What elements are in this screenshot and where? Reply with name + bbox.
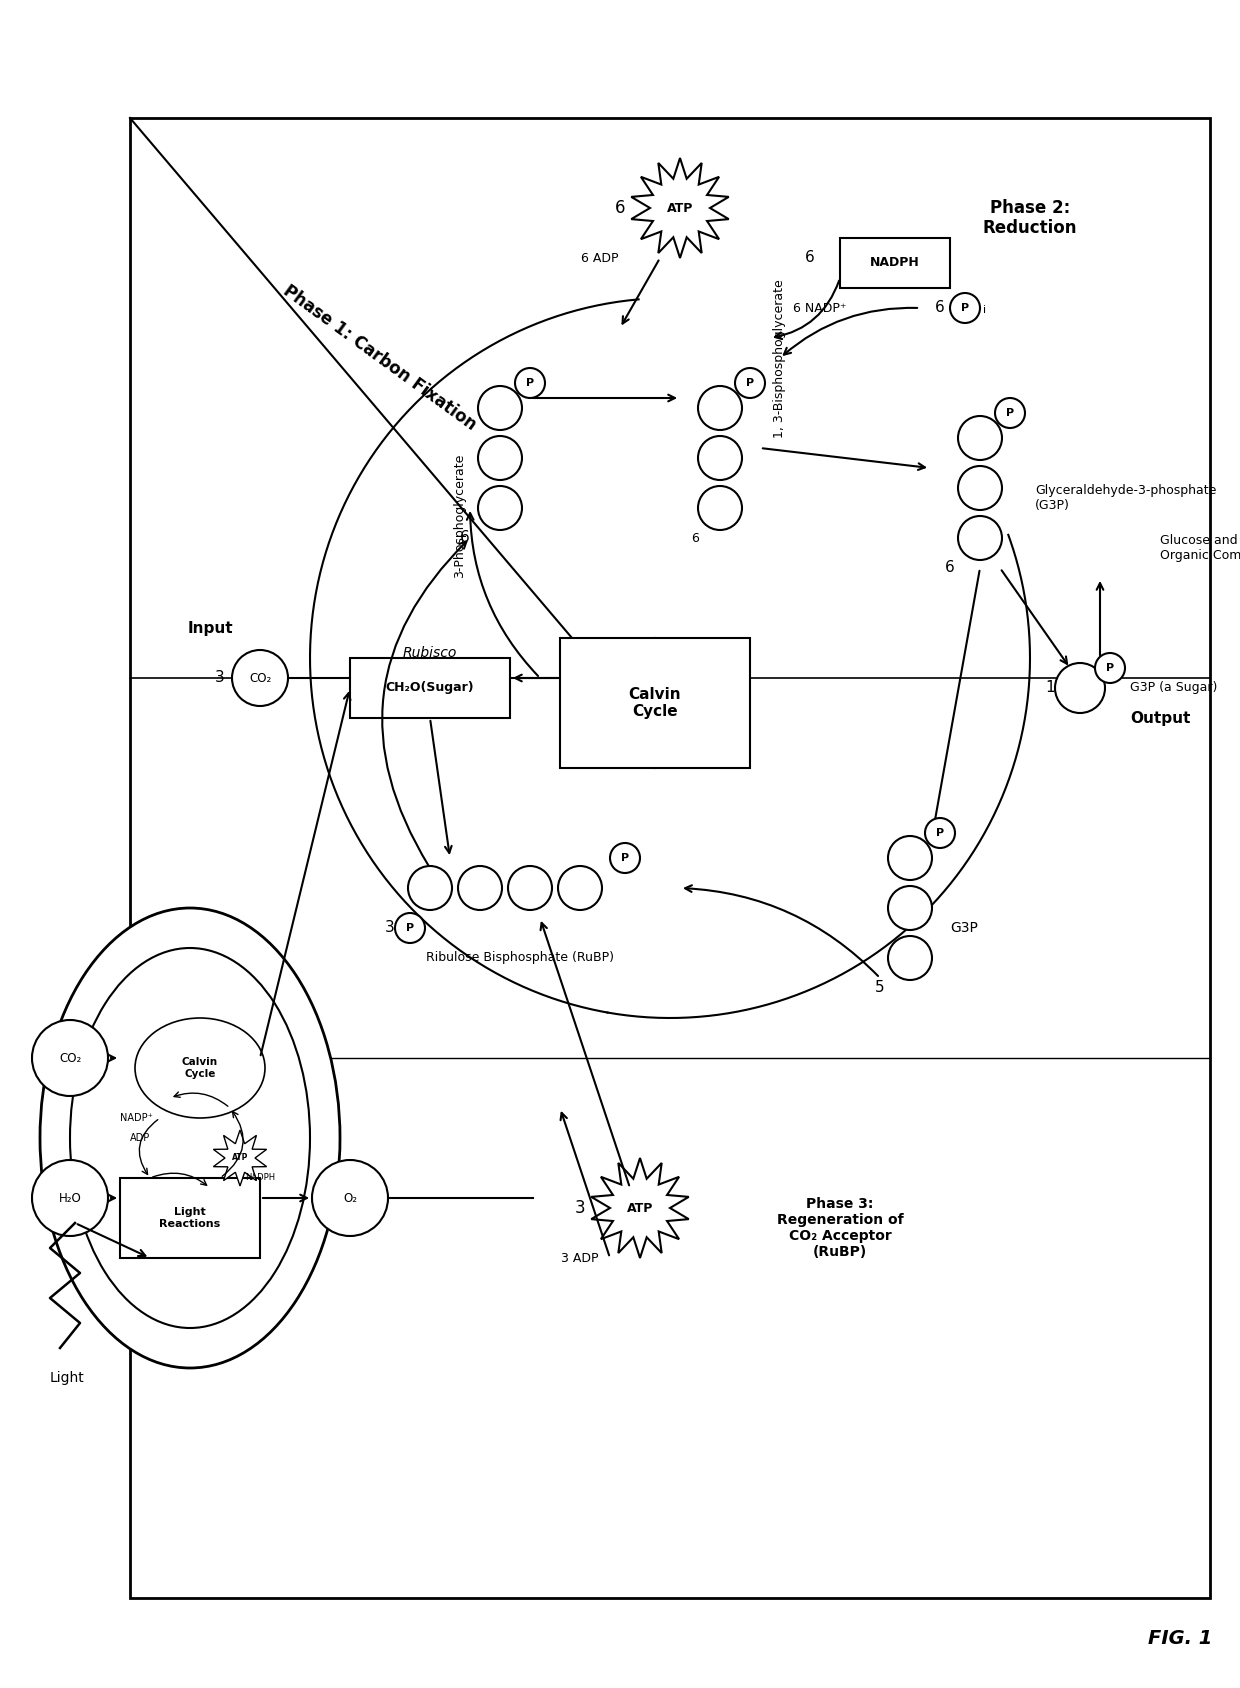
Circle shape bbox=[32, 1160, 108, 1236]
Text: P: P bbox=[961, 304, 970, 312]
Text: 6: 6 bbox=[615, 199, 625, 218]
Circle shape bbox=[32, 1020, 108, 1096]
Circle shape bbox=[396, 913, 425, 944]
Text: Input: Input bbox=[187, 621, 233, 635]
Text: ADP: ADP bbox=[130, 1133, 150, 1143]
Text: NADP⁺: NADP⁺ bbox=[120, 1112, 153, 1123]
FancyBboxPatch shape bbox=[120, 1178, 260, 1258]
Text: i: i bbox=[983, 306, 986, 316]
Circle shape bbox=[312, 1160, 388, 1236]
Text: 6: 6 bbox=[935, 300, 945, 316]
Circle shape bbox=[959, 517, 1002, 560]
Text: 6: 6 bbox=[805, 250, 815, 265]
Text: 5: 5 bbox=[875, 981, 885, 996]
Text: 6 NADP⁺: 6 NADP⁺ bbox=[794, 302, 847, 314]
Text: 6 ADP: 6 ADP bbox=[582, 252, 619, 265]
Text: P: P bbox=[746, 378, 754, 388]
Circle shape bbox=[925, 819, 955, 847]
Circle shape bbox=[477, 436, 522, 479]
Circle shape bbox=[735, 368, 765, 398]
Text: Calvin
Cycle: Calvin Cycle bbox=[629, 687, 681, 719]
Text: 1, 3-Bisphosphoglycerate: 1, 3-Bisphosphoglycerate bbox=[774, 279, 786, 437]
Polygon shape bbox=[591, 1158, 688, 1258]
FancyBboxPatch shape bbox=[350, 658, 510, 717]
Text: FIG. 1: FIG. 1 bbox=[1148, 1629, 1213, 1647]
Text: NADPH: NADPH bbox=[246, 1173, 275, 1183]
Text: NADPH: NADPH bbox=[870, 257, 920, 270]
Text: Light
Reactions: Light Reactions bbox=[160, 1207, 221, 1229]
Text: 3: 3 bbox=[386, 920, 394, 935]
Circle shape bbox=[959, 415, 1002, 461]
Text: 3: 3 bbox=[574, 1198, 585, 1217]
Ellipse shape bbox=[69, 949, 310, 1328]
Circle shape bbox=[515, 368, 546, 398]
Circle shape bbox=[477, 387, 522, 430]
Text: ATP: ATP bbox=[232, 1153, 248, 1163]
Text: Rubisco: Rubisco bbox=[403, 647, 458, 660]
Text: Phase 1: Carbon Fixation: Phase 1: Carbon Fixation bbox=[280, 282, 480, 434]
Text: CO₂: CO₂ bbox=[58, 1052, 81, 1065]
Circle shape bbox=[994, 398, 1025, 429]
Text: Calvin
Cycle: Calvin Cycle bbox=[182, 1057, 218, 1079]
Circle shape bbox=[950, 294, 980, 322]
Text: Phase 3:
Regeneration of
CO₂ Acceptor
(RuBP): Phase 3: Regeneration of CO₂ Acceptor (R… bbox=[776, 1197, 903, 1259]
Text: P: P bbox=[405, 923, 414, 933]
Text: Ribulose Bisphosphate (RuBP): Ribulose Bisphosphate (RuBP) bbox=[427, 952, 614, 964]
Text: 6: 6 bbox=[460, 530, 470, 545]
Circle shape bbox=[458, 866, 502, 910]
FancyBboxPatch shape bbox=[839, 238, 950, 289]
Text: G3P (a Sugar): G3P (a Sugar) bbox=[1130, 682, 1218, 694]
Text: Glyceraldehyde-3-phosphate
(G3P): Glyceraldehyde-3-phosphate (G3P) bbox=[1035, 484, 1216, 511]
Text: 1: 1 bbox=[1045, 680, 1055, 695]
Circle shape bbox=[477, 486, 522, 530]
Circle shape bbox=[508, 866, 552, 910]
Text: O₂: O₂ bbox=[343, 1192, 357, 1205]
Text: Output: Output bbox=[1130, 711, 1190, 726]
Circle shape bbox=[888, 836, 932, 879]
Text: CH₂O(Sugar): CH₂O(Sugar) bbox=[386, 682, 475, 694]
Text: Light: Light bbox=[50, 1371, 84, 1384]
Ellipse shape bbox=[135, 1018, 265, 1117]
Text: Phase 2:
Reduction: Phase 2: Reduction bbox=[983, 199, 1078, 238]
Text: H₂O: H₂O bbox=[58, 1192, 82, 1205]
Text: P: P bbox=[526, 378, 534, 388]
Circle shape bbox=[408, 866, 453, 910]
Polygon shape bbox=[213, 1129, 267, 1187]
Text: ATP: ATP bbox=[626, 1202, 653, 1214]
Circle shape bbox=[610, 842, 640, 873]
FancyBboxPatch shape bbox=[560, 638, 750, 768]
Text: 6: 6 bbox=[945, 560, 955, 576]
Circle shape bbox=[959, 466, 1002, 510]
Text: P: P bbox=[1106, 663, 1114, 674]
Polygon shape bbox=[631, 159, 729, 258]
Text: P: P bbox=[621, 852, 629, 863]
Circle shape bbox=[558, 866, 601, 910]
Ellipse shape bbox=[40, 908, 340, 1367]
Circle shape bbox=[698, 486, 742, 530]
Circle shape bbox=[1095, 653, 1125, 684]
Text: Glucose and Other
Organic Compounds: Glucose and Other Organic Compounds bbox=[1159, 533, 1240, 562]
Text: 3 ADP: 3 ADP bbox=[562, 1251, 599, 1264]
Circle shape bbox=[232, 650, 288, 706]
Text: 6: 6 bbox=[691, 532, 699, 545]
Circle shape bbox=[698, 436, 742, 479]
Text: 3: 3 bbox=[215, 670, 224, 685]
Text: ATP: ATP bbox=[667, 201, 693, 214]
Circle shape bbox=[1055, 663, 1105, 712]
Circle shape bbox=[888, 886, 932, 930]
Text: CO₂: CO₂ bbox=[249, 672, 272, 685]
Circle shape bbox=[888, 937, 932, 981]
Text: G3P: G3P bbox=[950, 922, 978, 935]
Text: P: P bbox=[936, 829, 944, 837]
Text: 3-Phosphoglycerate: 3-Phosphoglycerate bbox=[454, 454, 466, 577]
FancyBboxPatch shape bbox=[130, 118, 1210, 1599]
Circle shape bbox=[698, 387, 742, 430]
Text: P: P bbox=[1006, 408, 1014, 419]
